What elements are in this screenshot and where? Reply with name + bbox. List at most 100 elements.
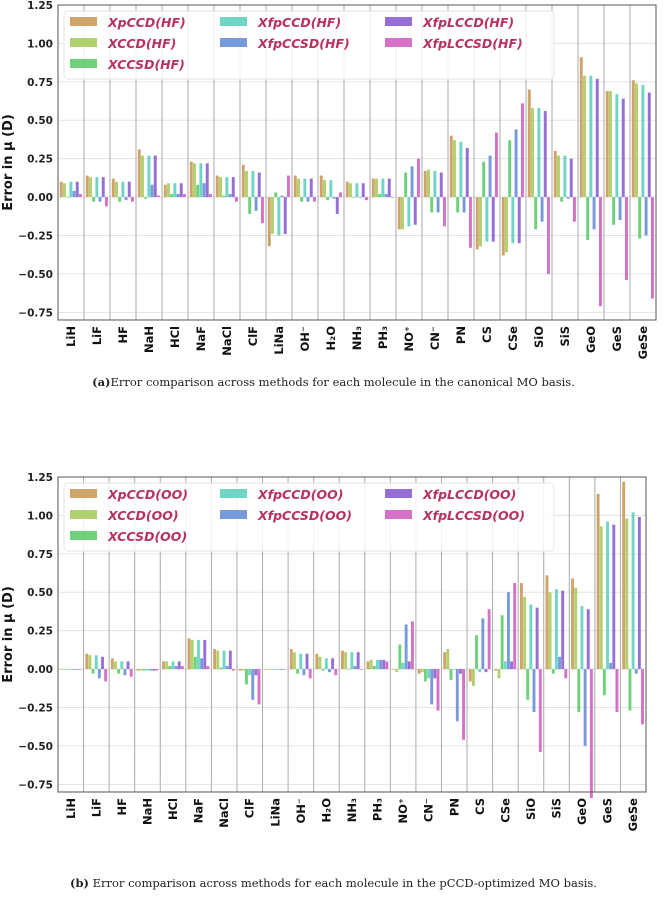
bar [117,669,121,674]
y-tick-label: 0.50 [27,587,53,599]
bar [232,669,235,671]
legend: XpCCD(OO) XCCD(OO) XCCSD(OO) XfpCCD(OO) XfpC… [63,482,555,552]
bar [300,197,304,202]
bar [111,178,115,198]
bar [583,75,586,198]
bar [622,481,626,670]
bar [540,197,544,222]
bar [168,666,172,670]
bar [569,158,573,198]
x-tick-label: OH⁻ [294,798,308,823]
bar [505,197,508,253]
x-tick-label: ClF [246,326,260,346]
bar [548,592,552,670]
x-tick-label: PH₃ [376,326,390,349]
bar [615,669,619,713]
x-tick-label: NaH [142,326,156,353]
bar [101,177,105,198]
caption-a: (a)Error comparison across methods for e… [0,375,667,389]
bar [621,98,625,198]
bar [120,661,124,670]
bar [580,606,584,670]
bar [152,669,156,671]
bar [468,197,472,248]
bar [602,669,606,696]
bar [481,618,485,670]
bar [375,178,378,198]
bar [535,607,539,670]
bar [193,656,197,670]
bar [392,669,396,670]
x-tick-label: H₂O [319,798,333,823]
bar [215,175,219,198]
bar [149,669,152,671]
bar [433,669,437,679]
legend-swatch [70,510,97,519]
bar [341,650,344,670]
bar [553,150,557,198]
bar [63,183,66,198]
bar [88,655,92,670]
bar [456,197,460,213]
legend-label: XfpLCCSD(HF) [422,36,523,51]
bar [384,194,388,198]
bar [208,194,212,198]
bar [182,194,186,198]
bar [650,197,654,299]
bar [501,197,505,256]
x-tick-label: SiO [532,326,546,348]
bar [345,181,349,198]
bar [631,80,635,198]
legend-label: XCCD(HF) [107,36,176,51]
bar [302,669,306,676]
legend-swatch [385,17,412,26]
bar [366,661,370,670]
bar [349,183,352,198]
bar [245,170,248,198]
bar [219,177,222,198]
bar [609,662,613,670]
bar [280,669,283,670]
y-tick-label: −0.75 [18,307,53,319]
bar [455,669,459,722]
bar [537,107,541,198]
bar [430,669,434,705]
x-tick-label: CN⁻ [428,326,442,350]
bar [449,669,453,680]
x-tick-label: HF [115,798,129,815]
bar [101,656,104,670]
bar [202,183,206,198]
bar [458,669,462,674]
bar [427,669,431,679]
bar [283,197,287,234]
bar [465,147,469,198]
bar [488,155,492,198]
bar [558,656,561,670]
bar [171,661,175,670]
bar [390,197,394,198]
bar [264,669,268,670]
y-tick-label: 0.75 [27,77,53,89]
bar [303,178,307,198]
x-tick-label: NaF [192,798,206,823]
bar [347,669,351,670]
bar [206,666,210,670]
bar [94,655,98,670]
bar [199,163,203,198]
legend-label: XfpCCSD(HF) [257,36,350,51]
x-tick-label: CSe [498,798,512,823]
bar [254,197,258,211]
bar [323,180,326,198]
bar [329,180,333,198]
legend-swatch [70,17,97,26]
bar [554,589,558,670]
bar [572,197,576,222]
bar [586,609,590,670]
bar [251,170,255,198]
bar [78,669,82,670]
bar [126,661,130,670]
bar [308,669,312,679]
bar [189,161,193,198]
bar [382,659,386,670]
bar [238,669,242,671]
